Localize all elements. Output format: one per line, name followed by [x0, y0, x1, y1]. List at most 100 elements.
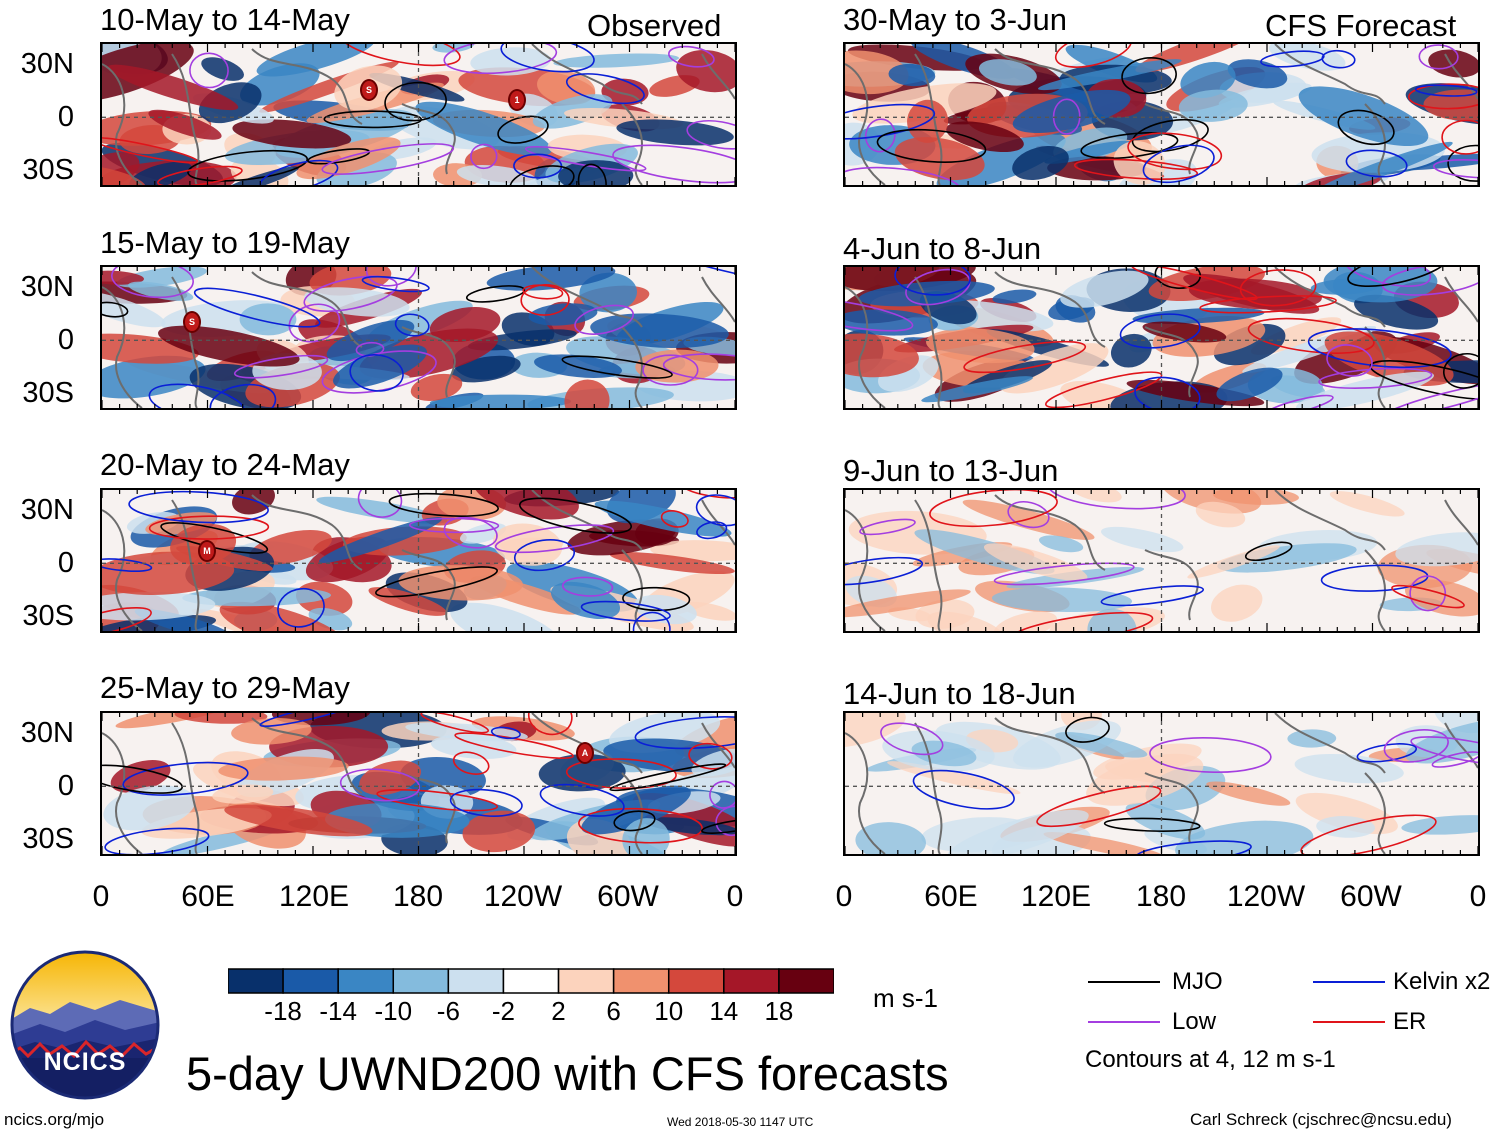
- contour-line: [193, 287, 321, 328]
- lon-label: 0: [1469, 880, 1487, 913]
- anomaly-shading: [429, 306, 501, 343]
- contour-line: [323, 110, 423, 129]
- coastline: [1274, 44, 1386, 105]
- contour-line: [111, 267, 194, 299]
- storm-marker: 1: [508, 89, 526, 111]
- contour-line: [880, 722, 944, 756]
- lon-label: 60E: [924, 880, 978, 913]
- contour-line: [449, 788, 523, 817]
- colorbar-box: [337, 968, 395, 994]
- coastline: [845, 509, 886, 631]
- contour-line: [1199, 295, 1337, 314]
- colorbar-tick-label: 18: [764, 996, 794, 1026]
- contour-line: [1080, 132, 1179, 160]
- anomaly-shading: [676, 50, 735, 93]
- anomaly-shading: [1210, 584, 1263, 622]
- contour-line: [1100, 585, 1205, 607]
- contour-line: [561, 576, 614, 597]
- coastline: [994, 717, 1106, 794]
- anomaly-shading: [218, 756, 349, 781]
- colorbar-tick-label: 10: [654, 996, 684, 1026]
- ncics-logo: NCICS: [10, 950, 160, 1100]
- coastline: [621, 326, 643, 408]
- contour-line: [500, 44, 595, 73]
- lon-label: 180: [1135, 880, 1187, 913]
- anomaly-shading: [650, 540, 735, 562]
- lat-label-eq: 0: [57, 770, 74, 802]
- anomaly-shading: [845, 589, 971, 618]
- anomaly-shading: [1087, 608, 1137, 631]
- contour-line: [613, 810, 656, 832]
- contour-line: [688, 742, 733, 770]
- contour-line: [102, 764, 183, 794]
- legend-label-kelvin: Kelvin x2: [1393, 968, 1491, 995]
- anomaly-shading: [1132, 307, 1265, 324]
- map-panel-obs-4: A: [100, 711, 737, 856]
- anomaly-shading: [102, 551, 235, 595]
- anomaly-shading: [129, 161, 192, 185]
- contour-line: [1127, 132, 1223, 171]
- period-title-fc-3: 9-Jun to 13-Jun: [843, 453, 1059, 488]
- contour-line: [682, 490, 735, 499]
- anomaly-shading: [594, 500, 732, 537]
- contour-line: [122, 761, 249, 796]
- contour-line: [634, 716, 735, 750]
- coastline: [251, 717, 363, 794]
- contour-line: [443, 516, 498, 549]
- anomaly-shading: [983, 543, 1088, 582]
- period-title-fc-1: 30-May to 3-Jun: [843, 2, 1067, 37]
- contour-line: [102, 606, 152, 631]
- anomaly-shading: [992, 289, 1037, 304]
- contour-line: [420, 713, 490, 734]
- anomaly-shading: [333, 344, 427, 389]
- anomaly-shading: [1312, 141, 1453, 185]
- colorbar-tick-label: -2: [491, 996, 516, 1026]
- coastline: [701, 276, 735, 323]
- contour-line: [1149, 736, 1272, 774]
- period-title-fc-2: 4-Jun to 8-Jun: [843, 231, 1042, 266]
- lat-label-30s: 30S: [22, 823, 74, 855]
- anomaly-shading: [219, 601, 348, 631]
- anomaly-shading: [1037, 59, 1182, 91]
- contour-line: [520, 283, 570, 316]
- contour-line: [361, 275, 430, 293]
- legend-label-er: ER: [1393, 1008, 1427, 1035]
- contour-line: [102, 301, 129, 318]
- anomaly-shading: [462, 810, 536, 853]
- colorbar-box: [612, 968, 670, 994]
- anomaly-shading: [174, 713, 268, 724]
- coastline: [845, 732, 886, 854]
- contour-line: [1054, 44, 1133, 68]
- contour-line: [1260, 50, 1325, 68]
- anomaly-shading: [486, 267, 616, 291]
- anomaly-shading: [642, 817, 735, 836]
- contour-line: [845, 166, 962, 185]
- contour-line: [565, 73, 645, 105]
- anomaly-shading: [528, 303, 598, 326]
- colorbar-tick-label: 6: [606, 996, 621, 1026]
- footer-url[interactable]: ncics.org/mjo: [4, 1110, 105, 1129]
- contour-line: [845, 556, 924, 586]
- anomaly-shading: [1434, 713, 1478, 734]
- anomaly-shading: [1038, 535, 1084, 553]
- contour-line: [388, 492, 499, 517]
- colorbar-tick-label: -18: [264, 996, 302, 1026]
- anomaly-shading: [921, 376, 1033, 403]
- contour-line: [104, 827, 210, 854]
- anomaly-shading: [581, 785, 691, 835]
- anomaly-shading: [304, 287, 410, 317]
- map-panel-fc-1: [843, 42, 1480, 187]
- anomaly-shading: [553, 53, 680, 68]
- anomaly-shading: [224, 804, 373, 837]
- contour-line: [357, 490, 403, 518]
- contour-line: [443, 44, 558, 75]
- contour-line: [845, 297, 914, 332]
- coastline: [171, 276, 200, 408]
- contour-line: [1347, 267, 1450, 288]
- coastline: [102, 63, 143, 185]
- contour-line: [696, 521, 728, 540]
- contour-line: [1432, 159, 1478, 179]
- anomaly-shading: [1178, 89, 1248, 122]
- colorbar-units: m s-1: [873, 983, 938, 1013]
- contour-line: [470, 143, 498, 170]
